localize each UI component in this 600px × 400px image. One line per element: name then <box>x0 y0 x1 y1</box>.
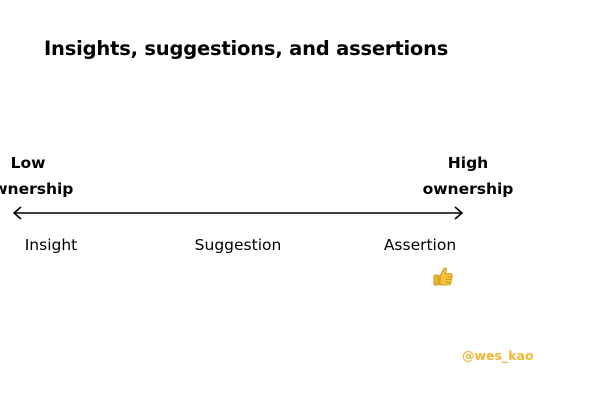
author-handle: @wes_kao <box>462 348 534 363</box>
axis-right-arrowhead <box>454 206 464 220</box>
scale-point-suggestion: Suggestion <box>194 236 282 254</box>
low-ownership-word-2: ownership <box>0 180 74 198</box>
low-ownership-word-1: Low <box>10 154 46 172</box>
scale-point-assertion: Assertion <box>383 236 457 254</box>
scale-point-insight: Insight <box>24 236 78 254</box>
high-ownership-word-1: High <box>447 154 489 172</box>
high-ownership-label: High ownership <box>398 150 538 202</box>
thumbs-up-icon <box>432 265 454 287</box>
page-title: Insights, suggestions, and assertions <box>44 37 449 60</box>
low-ownership-label: Low ownership <box>0 150 98 202</box>
axis-left-arrowhead <box>12 206 22 220</box>
high-ownership-word-2: ownership <box>422 180 514 198</box>
